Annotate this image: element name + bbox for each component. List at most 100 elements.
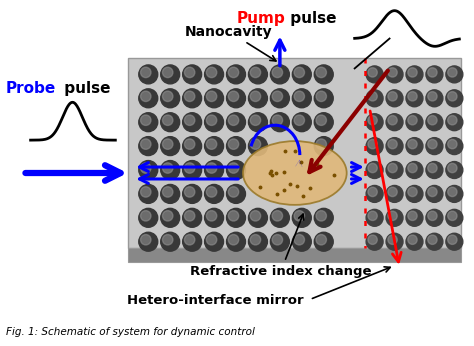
Circle shape [428,235,437,244]
Circle shape [408,68,417,77]
Circle shape [366,209,383,226]
Text: Hetero-interface mirror: Hetero-interface mirror [127,294,303,308]
Circle shape [250,67,261,78]
Circle shape [205,113,224,132]
Circle shape [228,235,239,245]
Circle shape [316,91,327,101]
Circle shape [408,92,417,101]
Circle shape [141,67,151,78]
Circle shape [292,89,311,108]
Circle shape [446,233,463,250]
Circle shape [426,90,443,107]
Circle shape [388,68,397,77]
Bar [128,248,461,262]
Circle shape [316,115,327,125]
Circle shape [368,116,377,125]
Circle shape [448,211,457,220]
Circle shape [368,235,377,244]
Circle shape [270,113,289,132]
Circle shape [388,139,397,149]
Circle shape [386,114,403,131]
Circle shape [428,139,437,149]
Circle shape [182,113,201,132]
Circle shape [227,65,246,84]
Circle shape [228,211,239,221]
Circle shape [294,67,304,78]
Circle shape [448,116,457,125]
Circle shape [250,115,261,125]
Text: Fig. 1: Schematic of system for dynamic control: Fig. 1: Schematic of system for dynamic … [6,327,255,337]
Circle shape [366,66,383,83]
Circle shape [366,162,383,179]
Circle shape [205,89,224,108]
Circle shape [227,161,246,180]
Circle shape [272,235,283,245]
Text: pulse: pulse [285,11,337,26]
Circle shape [272,91,283,101]
Circle shape [206,235,217,245]
Circle shape [161,89,180,108]
Circle shape [368,68,377,77]
Circle shape [448,163,457,173]
Circle shape [182,184,201,203]
Circle shape [448,187,457,197]
Circle shape [163,67,173,78]
Text: Pump: Pump [237,11,286,26]
Circle shape [446,114,463,131]
Circle shape [428,116,437,125]
Circle shape [294,91,304,101]
Circle shape [161,161,180,180]
Circle shape [228,67,239,78]
Circle shape [446,185,463,202]
Circle shape [206,139,217,149]
Circle shape [205,184,224,203]
Circle shape [206,211,217,221]
Circle shape [270,65,289,84]
Circle shape [388,211,397,220]
Circle shape [386,162,403,179]
Circle shape [406,90,423,107]
Circle shape [446,90,463,107]
Circle shape [388,235,397,244]
Circle shape [448,139,457,149]
Circle shape [205,208,224,227]
Circle shape [448,92,457,101]
Circle shape [163,211,173,221]
Circle shape [227,232,246,251]
Circle shape [182,232,201,251]
Circle shape [408,187,417,197]
Circle shape [248,65,267,84]
Circle shape [406,114,423,131]
Circle shape [386,185,403,202]
Circle shape [250,91,261,101]
Circle shape [294,235,304,245]
Circle shape [205,232,224,251]
Circle shape [161,113,180,132]
Circle shape [292,113,311,132]
Circle shape [248,137,267,156]
Circle shape [141,211,151,221]
Circle shape [270,232,289,251]
Circle shape [388,163,397,173]
Circle shape [406,233,423,250]
Circle shape [206,91,217,101]
Circle shape [388,92,397,101]
Circle shape [182,65,201,84]
Circle shape [163,235,173,245]
Circle shape [406,162,423,179]
Text: Refractive index change: Refractive index change [190,214,372,277]
Circle shape [228,187,239,197]
Circle shape [446,138,463,155]
Circle shape [366,185,383,202]
Circle shape [314,65,333,84]
Circle shape [386,138,403,155]
Circle shape [270,208,289,227]
Circle shape [141,187,151,197]
Circle shape [141,139,151,149]
Circle shape [446,66,463,83]
Circle shape [314,137,333,156]
Circle shape [406,138,423,155]
Circle shape [366,114,383,131]
Circle shape [139,137,158,156]
Circle shape [316,139,327,149]
